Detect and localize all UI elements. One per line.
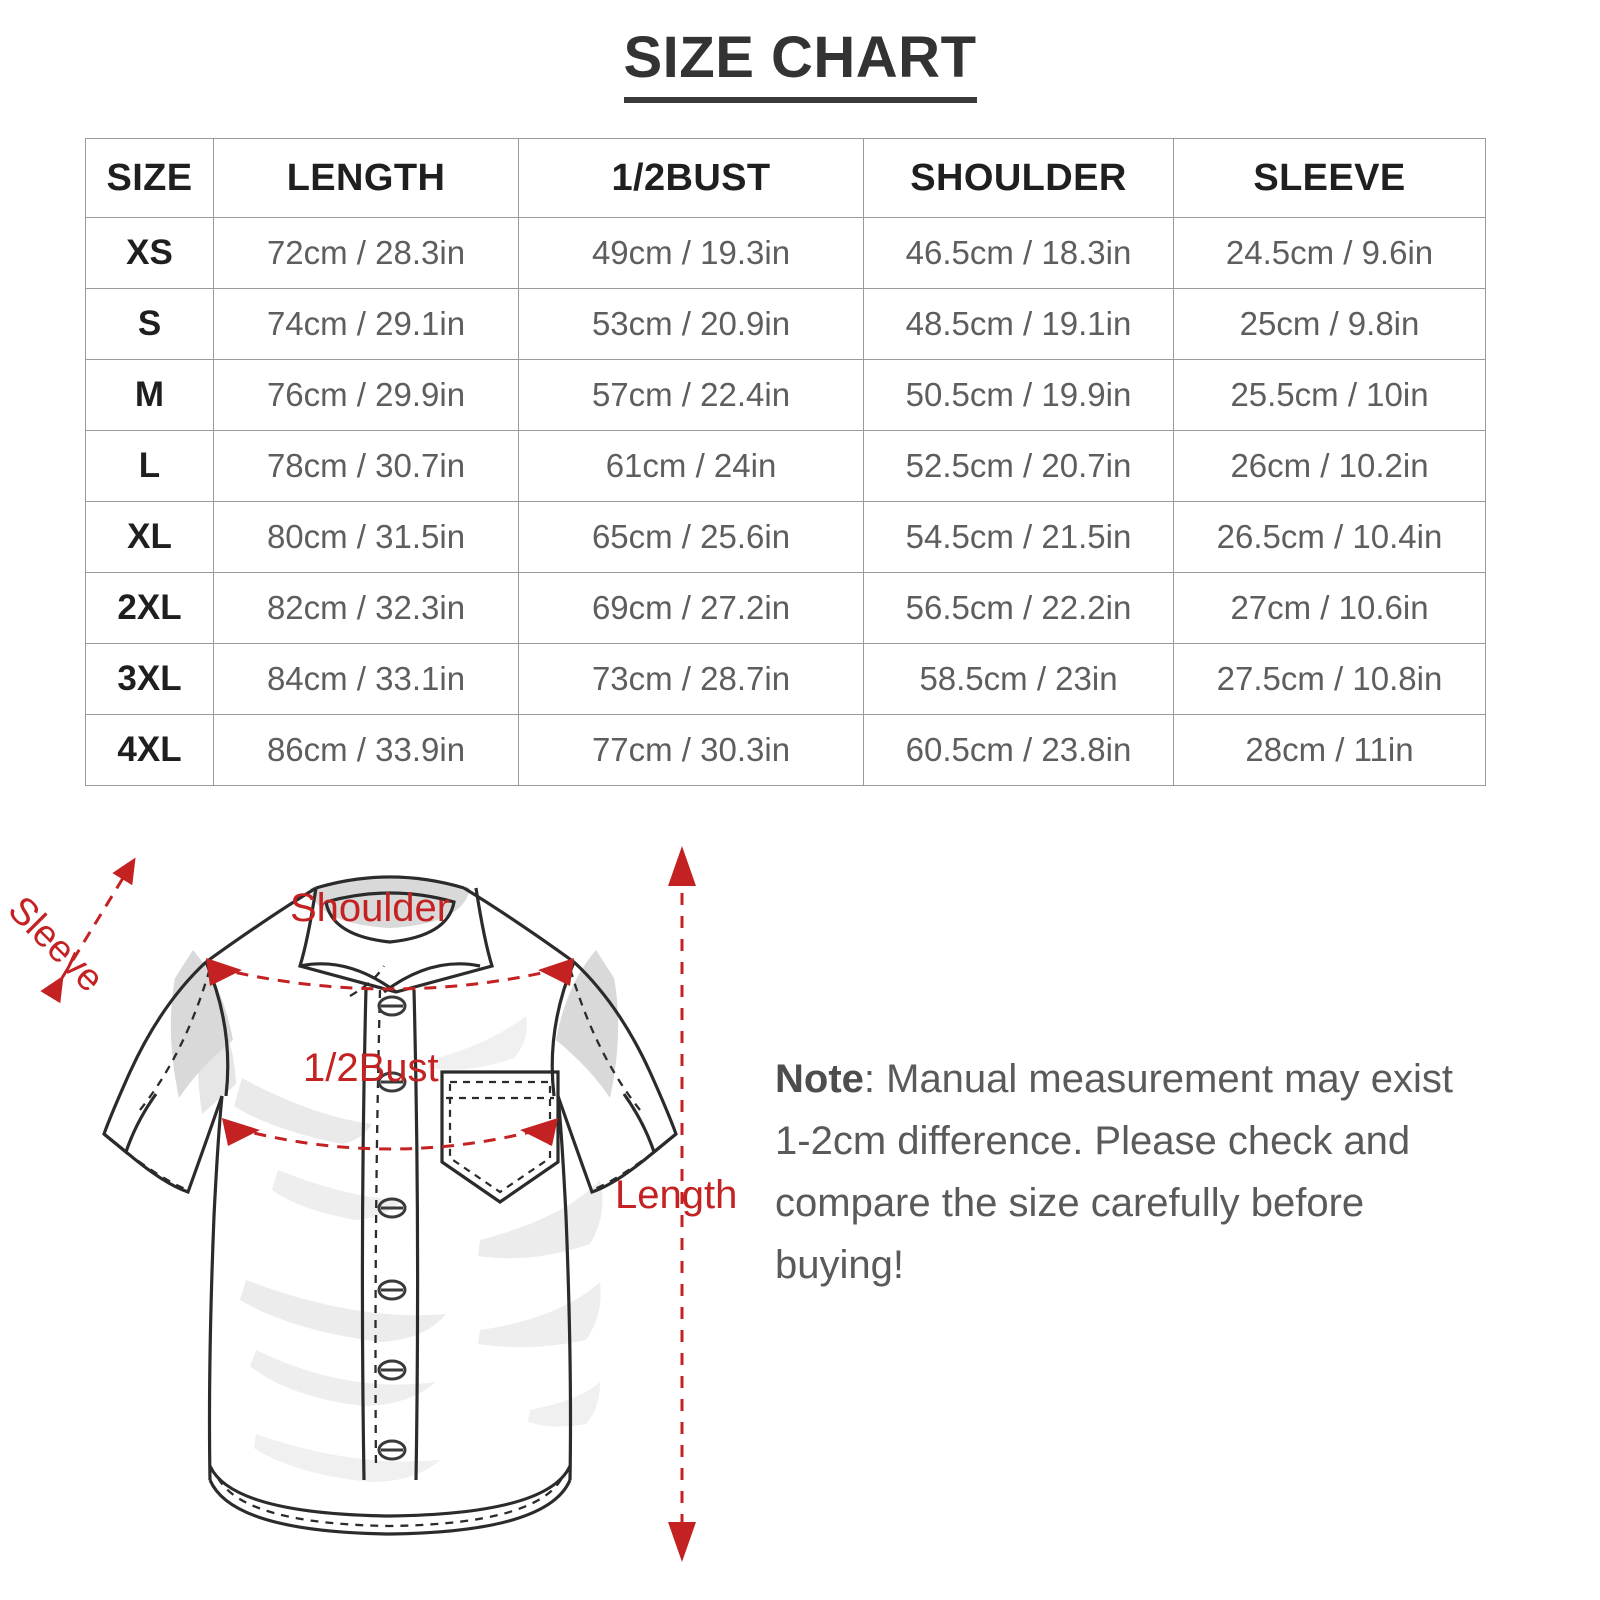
table-row: 3XL 84cm / 33.1in 73cm / 28.7in 58.5cm /… [85,643,1486,715]
button-group [377,995,407,1461]
sleeve-measure-line [40,857,136,1004]
shirt-outline [102,875,678,1536]
cell-length: 74cm / 29.1in [213,288,519,360]
cell-shoulder: 60.5cm / 23.8in [863,714,1174,786]
cell-length: 78cm / 30.7in [213,430,519,502]
cell-size: M [85,359,214,431]
cell-size: XL [85,501,214,573]
cell-size: 2XL [85,572,214,644]
stitching-lines [125,965,655,1528]
cell-shoulder: 56.5cm / 22.2in [863,572,1174,644]
cell-size: S [85,288,214,360]
cell-length: 82cm / 32.3in [213,572,519,644]
cell-bust: 49cm / 19.3in [518,217,864,289]
cell-sleeve: 25.5cm / 10in [1173,359,1486,431]
cell-bust: 77cm / 30.3in [518,714,864,786]
cell-sleeve: 24.5cm / 9.6in [1173,217,1486,289]
cell-sleeve: 28cm / 11in [1173,714,1486,786]
cell-length: 80cm / 31.5in [213,501,519,573]
cell-bust: 73cm / 28.7in [518,643,864,715]
cell-shoulder: 52.5cm / 20.7in [863,430,1174,502]
size-chart-table: SIZE LENGTH 1/2BUST SHOULDER SLEEVE XS 7… [85,138,1486,786]
cell-size: L [85,430,214,502]
page-title: SIZE CHART [623,27,977,103]
shoulder-measure-line [206,958,574,991]
cell-shoulder: 54.5cm / 21.5in [863,501,1174,573]
cell-length: 86cm / 33.9in [213,714,519,786]
cell-shoulder: 48.5cm / 19.1in [863,288,1174,360]
column-header-size: SIZE [85,138,214,218]
table-row: L 78cm / 30.7in 61cm / 24in 52.5cm / 20.… [85,430,1486,502]
column-header-bust: 1/2BUST [518,138,864,218]
cell-size: XS [85,217,214,289]
column-header-length: LENGTH [213,138,519,218]
cell-sleeve: 25cm / 9.8in [1173,288,1486,360]
column-header-sleeve: SLEEVE [1173,138,1486,218]
cell-shoulder: 58.5cm / 23in [863,643,1174,715]
cell-size: 4XL [85,714,214,786]
cell-length: 76cm / 29.9in [213,359,519,431]
label-shoulder: Shoulder [290,886,451,930]
note-block: Note: Manual measurement may exist 1-2cm… [775,1048,1475,1296]
table-row: XL 80cm / 31.5in 65cm / 25.6in 54.5cm / … [85,501,1486,573]
label-length: Length [615,1173,738,1217]
table-row: XS 72cm / 28.3in 49cm / 19.3in 46.5cm / … [85,217,1486,289]
cell-bust: 65cm / 25.6in [518,501,864,573]
cell-sleeve: 27.5cm / 10.8in [1173,643,1486,715]
cell-sleeve: 26.5cm / 10.4in [1173,501,1486,573]
cell-length: 84cm / 33.1in [213,643,519,715]
table-row: S 74cm / 29.1in 53cm / 20.9in 48.5cm / 1… [85,288,1486,360]
table-row: M 76cm / 29.9in 57cm / 22.4in 50.5cm / 1… [85,359,1486,431]
chest-pocket [440,1070,560,1204]
cell-sleeve: 26cm / 10.2in [1173,430,1486,502]
table-row: 2XL 82cm / 32.3in 69cm / 27.2in 56.5cm /… [85,572,1486,644]
column-header-shoulder: SHOULDER [863,138,1174,218]
cell-bust: 61cm / 24in [518,430,864,502]
cell-shoulder: 50.5cm / 19.9in [863,359,1174,431]
title-container: SIZE CHART [0,27,1600,103]
label-half-bust: 1/2Bust [303,1046,439,1090]
shirt-illustration-icon [40,846,696,1562]
cell-bust: 57cm / 22.4in [518,359,864,431]
cell-bust: 53cm / 20.9in [518,288,864,360]
cell-length: 72cm / 28.3in [213,217,519,289]
bust-measure-line [222,1118,558,1151]
note-text: : Manual measurement may exist 1-2cm dif… [775,1057,1454,1287]
cell-size: 3XL [85,643,214,715]
length-measure-line [668,846,696,1562]
cell-shoulder: 46.5cm / 18.3in [863,217,1174,289]
cell-sleeve: 27cm / 10.6in [1173,572,1486,644]
table-header-row: SIZE LENGTH 1/2BUST SHOULDER SLEEVE [85,138,1486,218]
measurement-diagram: Sleeve Shoulder 1/2Bust Length [0,800,1600,1600]
note-label: Note [775,1057,864,1101]
table-row: 4XL 86cm / 33.9in 77cm / 30.3in 60.5cm /… [85,714,1486,786]
cell-bust: 69cm / 27.2in [518,572,864,644]
